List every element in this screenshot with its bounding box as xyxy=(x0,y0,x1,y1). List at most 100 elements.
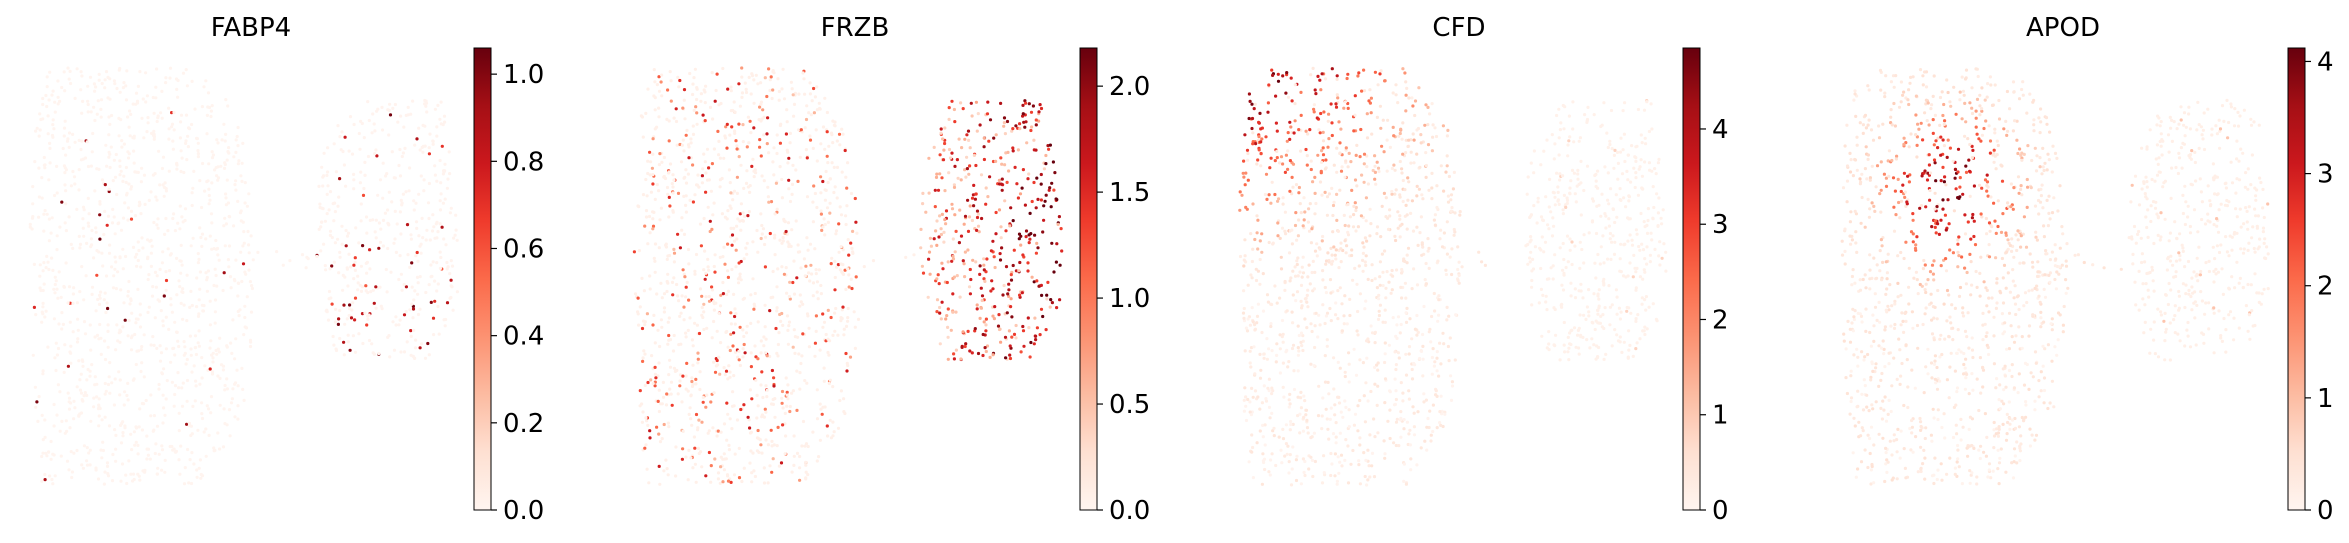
scatter-point xyxy=(982,145,986,149)
scatter-point xyxy=(695,111,699,115)
scatter-point xyxy=(725,438,729,442)
scatter-point xyxy=(1566,335,1570,339)
scatter-point xyxy=(1380,204,1384,208)
scatter-point xyxy=(373,230,377,234)
scatter-point xyxy=(107,251,112,255)
scatter-point xyxy=(644,209,649,213)
scatter-point xyxy=(195,305,199,309)
scatter-point xyxy=(1530,285,1534,289)
scatter-point xyxy=(1255,162,1259,166)
scatter-point xyxy=(1560,305,1564,309)
scatter-point xyxy=(1353,113,1357,117)
scatter-point xyxy=(826,161,830,165)
scatter-point xyxy=(1574,345,1578,349)
scatter-point xyxy=(1256,218,1260,222)
scatter-point xyxy=(1562,343,1566,347)
scatter-point xyxy=(1316,414,1321,418)
scatter-point xyxy=(160,261,164,265)
scatter-point xyxy=(838,268,842,272)
scatter-point xyxy=(946,335,950,339)
scatter-point xyxy=(1355,184,1359,188)
scatter-point xyxy=(1320,72,1324,76)
scatter-point xyxy=(1480,260,1484,264)
scatter-point xyxy=(1656,224,1660,228)
scatter-point xyxy=(1578,313,1582,317)
scatter-point xyxy=(1407,345,1412,349)
scatter-point xyxy=(758,138,762,142)
scatter-point xyxy=(1255,231,1259,235)
scatter-point xyxy=(819,142,823,146)
scatter-point xyxy=(954,229,958,233)
scatter-point xyxy=(1582,188,1586,193)
scatter-point xyxy=(1340,165,1344,169)
scatter-point xyxy=(738,212,742,216)
scatter-point xyxy=(1442,231,1446,235)
scatter-point xyxy=(119,169,123,173)
scatter-point xyxy=(211,351,215,355)
scatter-point xyxy=(767,67,771,71)
scatter-point xyxy=(104,143,108,147)
scatter-point xyxy=(798,454,802,459)
scatter-point xyxy=(1037,284,1041,288)
scatter-point xyxy=(98,237,102,241)
scatter-point xyxy=(814,329,818,333)
scatter-point xyxy=(648,429,652,433)
scatter-point xyxy=(1417,187,1421,191)
scatter-point xyxy=(976,212,981,216)
scatter-point xyxy=(771,269,775,274)
scatter-point xyxy=(1286,95,1291,99)
scatter-point xyxy=(795,276,799,280)
scatter-point xyxy=(1299,482,1303,486)
scatter-point xyxy=(1407,180,1411,184)
scatter-point xyxy=(1297,191,1301,195)
scatter-point xyxy=(1608,231,1612,236)
scatter-point xyxy=(1297,185,1301,190)
scatter-point xyxy=(454,228,458,232)
scatter-point xyxy=(718,372,722,376)
scatter-point xyxy=(749,449,753,453)
scatter-point xyxy=(59,295,63,299)
scatter-point xyxy=(1540,334,1544,338)
scatter-point xyxy=(1558,172,1562,176)
scatter-point xyxy=(174,77,179,81)
scatter-point xyxy=(1416,330,1420,334)
scatter-point xyxy=(1333,403,1337,407)
scatter-point xyxy=(1287,460,1291,464)
scatter-point xyxy=(1442,189,1446,193)
scatter-point xyxy=(107,187,111,191)
scatter-point xyxy=(700,294,704,298)
scatter-point xyxy=(1353,266,1357,270)
scatter-point xyxy=(657,115,661,119)
scatter-point xyxy=(1568,192,1572,196)
scatter-point xyxy=(1446,128,1450,132)
scatter-point xyxy=(676,75,680,79)
scatter-point xyxy=(353,268,357,272)
scatter-point xyxy=(852,310,856,314)
scatter-point xyxy=(62,370,66,374)
scatter-point xyxy=(346,340,350,344)
scatter-point xyxy=(237,159,241,163)
scatter-point xyxy=(982,320,986,324)
scatter-point xyxy=(1639,158,1643,162)
scatter-point xyxy=(398,210,402,214)
scatter-point xyxy=(1020,291,1024,295)
scatter-point xyxy=(968,204,972,208)
scatter-point xyxy=(1555,171,1559,175)
scatter-point xyxy=(1346,481,1351,485)
scatter-point xyxy=(1244,418,1249,423)
scatter-point xyxy=(89,419,93,423)
scatter-point xyxy=(1302,470,1306,474)
scatter-point xyxy=(660,160,664,164)
scatter-point xyxy=(755,416,759,420)
scatter-point xyxy=(730,267,734,272)
scatter-point xyxy=(353,256,357,260)
scatter-point xyxy=(162,294,166,298)
scatter-point xyxy=(765,388,769,392)
scatter-point xyxy=(651,173,655,177)
scatter-point xyxy=(826,434,830,438)
scatter-point xyxy=(1290,346,1295,351)
scatter-point xyxy=(1346,165,1350,169)
scatter-point xyxy=(807,271,811,275)
scatter-point xyxy=(211,356,215,360)
scatter-point xyxy=(1039,182,1043,186)
